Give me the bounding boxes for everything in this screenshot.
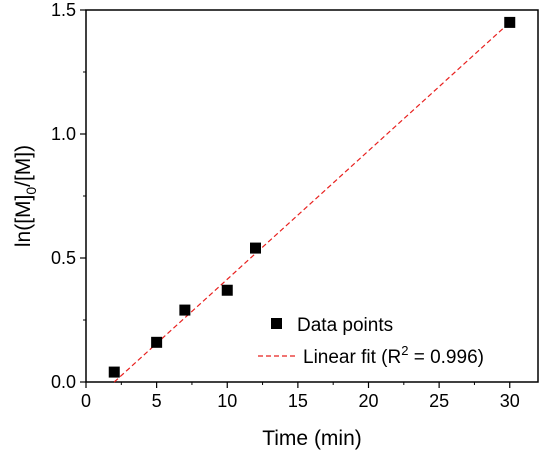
linear-fit-line (113, 21, 511, 383)
legend-fit-superscript: 2 (401, 343, 408, 358)
y-axis-title-suffix: /[M]) (12, 145, 35, 187)
y-axis-title: ln([M]0/[M]) (12, 145, 39, 247)
x-tick-label: 15 (288, 391, 308, 411)
x-tick-label: 10 (217, 391, 237, 411)
legend-marker-data-points (271, 318, 282, 329)
x-axis-title: Time (min) (262, 427, 362, 450)
x-tick-label: 20 (358, 391, 378, 411)
x-tick-label: 0 (81, 391, 91, 411)
x-tick-label: 30 (500, 391, 520, 411)
y-axis-ticks: 0.0 0.5 1.0 1.5 (51, 0, 86, 392)
legend-label-data-points: Data points (297, 315, 393, 336)
data-point (108, 366, 120, 378)
y-tick-label: 1.5 (51, 0, 76, 20)
data-point (221, 284, 233, 296)
legend-label-linear-fit: Linear fit (R2 = 0.996) (303, 343, 484, 368)
x-axis-ticks: 0 5 10 15 20 25 30 (81, 382, 520, 411)
legend: Data points Linear fit (R2 = 0.996) (258, 315, 484, 368)
y-tick-label: 0.0 (51, 372, 76, 392)
y-tick-label: 1.0 (51, 124, 76, 144)
x-tick-label: 25 (429, 391, 449, 411)
data-point (250, 242, 261, 254)
data-point (504, 16, 516, 28)
y-axis-title-subscript: 0 (23, 187, 39, 195)
series-layer (108, 16, 516, 383)
data-point (179, 304, 191, 316)
data-point (151, 336, 163, 348)
legend-fit-prefix: Linear fit (R (303, 347, 401, 368)
legend-fit-suffix: = 0.996) (408, 347, 484, 368)
y-axis-title-prefix: ln([M] (12, 195, 35, 248)
y-tick-label: 0.5 (51, 248, 76, 268)
x-tick-label: 5 (152, 391, 162, 411)
